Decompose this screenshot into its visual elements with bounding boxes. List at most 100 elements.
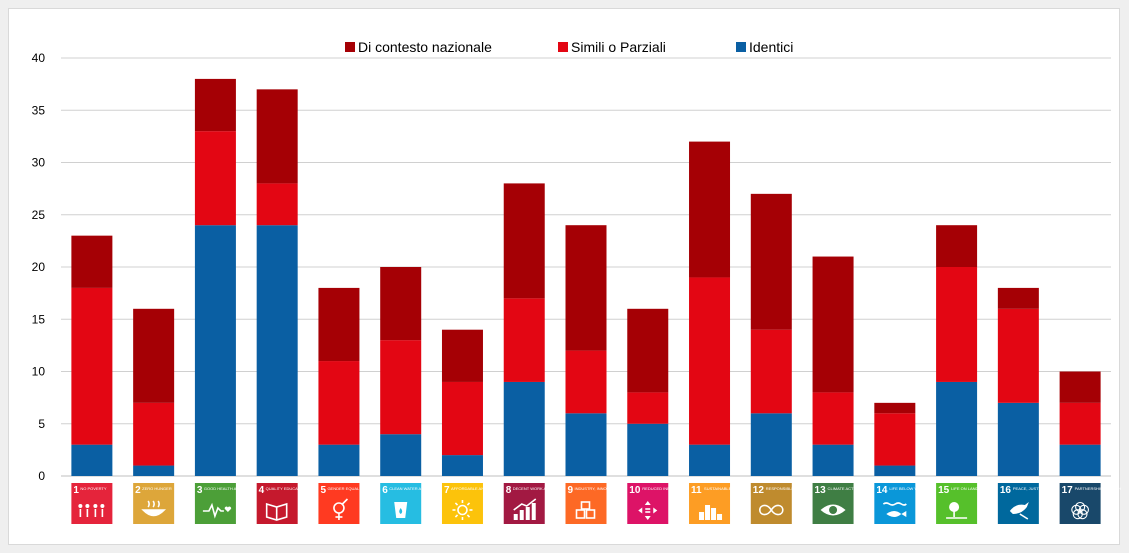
- sdg-number: 3: [197, 485, 203, 496]
- sdg-caption: ZERO HUNGER: [142, 486, 172, 491]
- gender-icon: [333, 498, 349, 520]
- bar-segment: [627, 392, 669, 424]
- city-icon: [699, 505, 723, 520]
- legend-swatch: [736, 42, 746, 52]
- bar-segment: [318, 444, 360, 476]
- legend-label: Simili o Parziali: [571, 39, 666, 55]
- sdg-caption: GENDER EQUALITY: [327, 486, 365, 491]
- sdg-number: 9: [568, 485, 574, 496]
- sdg-caption: GOOD HEALTH AND WELL-BEING: [204, 486, 268, 491]
- bar-segment: [689, 444, 731, 476]
- bar-segment: [133, 402, 175, 466]
- bar-segment: [812, 444, 854, 476]
- water-icon: [394, 502, 408, 518]
- sdg-tile: 4 QUALITY EDUCATION: [256, 483, 308, 524]
- sdg-tile: 10 REDUCED INEQUALITIES: [627, 483, 691, 524]
- sdg-tile: 6 CLEAN WATER AND SANITATION: [380, 483, 452, 524]
- legend-label: Di contesto nazionale: [358, 39, 492, 55]
- sdg-tile: 8 DECENT WORK AND ECONOMIC GROWTH: [503, 483, 595, 524]
- bar-segment: [194, 78, 236, 132]
- sdg-number: 11: [691, 485, 702, 496]
- sdg-tile: 16 PEACE, JUSTICE AND STRONG INSTITUTIONS: [997, 483, 1102, 524]
- bar-segment: [565, 413, 607, 476]
- bar-segment: [503, 183, 545, 299]
- sdg-tile: 11 SUSTAINABLE CITIES AND COMMUNITIES: [689, 483, 785, 524]
- sdg-caption: QUALITY EDUCATION: [266, 486, 308, 491]
- sdg-caption: INDUSTRY, INNOVATION AND INFRASTRUCTURE: [575, 486, 669, 491]
- sdg-number: 4: [259, 485, 265, 496]
- chart-frame: 0 5 10 15 20 25 30 35 40 Di contesto nazionale Si…: [8, 8, 1121, 545]
- bar-segment: [318, 361, 360, 445]
- bar-segment: [874, 413, 916, 466]
- sdg-tile-bg: [194, 483, 236, 524]
- bar-segment: [1059, 402, 1101, 445]
- sdg-number: 14: [876, 485, 888, 496]
- sdg-number: 7: [444, 485, 450, 496]
- sdg-tile-bg: [812, 483, 854, 524]
- legend-swatch: [345, 42, 355, 52]
- bar-segment: [627, 423, 669, 476]
- bar-segment: [503, 298, 545, 382]
- sdg-caption: PARTNERSHIPS FOR THE GOALS: [1075, 486, 1121, 491]
- sdg-tile: 14 LIFE BELOW WATER: [874, 483, 929, 524]
- bar-segment: [936, 225, 978, 267]
- legend-label: Identici: [749, 39, 793, 55]
- bar-segment: [194, 225, 236, 476]
- dove-icon: [1009, 502, 1029, 520]
- bar-segment: [441, 329, 483, 382]
- bar-segment: [380, 340, 422, 435]
- y-tick-label: 25: [32, 208, 46, 222]
- y-tick-label: 0: [38, 469, 45, 483]
- sdg-tile-bg: [750, 483, 792, 524]
- sdg-number: 17: [1062, 485, 1074, 496]
- y-tick-label: 40: [32, 51, 46, 65]
- sdg-caption: LIFE BELOW WATER: [889, 486, 928, 491]
- y-tick-label: 35: [32, 103, 46, 117]
- sdg-caption: NO POVERTY: [80, 486, 106, 491]
- rings-icon: [1071, 501, 1089, 520]
- bar-segment: [256, 89, 298, 184]
- y-tick-label: 30: [32, 156, 46, 170]
- eye-icon: [820, 504, 846, 516]
- sdg-number: 15: [938, 485, 950, 496]
- sdg-number: 5: [320, 485, 326, 496]
- sdg-tile: 2 ZERO HUNGER: [133, 483, 175, 524]
- sdg-caption: REDUCED INEQUALITIES: [642, 486, 691, 491]
- bar-segment: [318, 287, 360, 362]
- sdg-caption: LIFE ON LAND: [951, 486, 978, 491]
- sdg-number: 6: [382, 485, 388, 496]
- bar-segment: [997, 402, 1039, 476]
- heartbeat-icon: [202, 502, 232, 519]
- family-icon: [78, 504, 105, 517]
- sdg-number: 10: [629, 485, 641, 496]
- bar-segment: [689, 277, 731, 445]
- bar-segment: [812, 256, 854, 393]
- bar-segment: [441, 455, 483, 476]
- y-tick-label: 10: [32, 365, 46, 379]
- sdg-caption: DECENT WORK AND ECONOMIC GROWTH: [513, 486, 595, 491]
- legend-swatch: [558, 42, 568, 52]
- sdg-number: 2: [135, 485, 141, 496]
- sdg-icon-row: 1 NO POVERTY 2 ZERO HUNGER 3 GOOD HEALTH AND …: [71, 483, 1121, 524]
- sdg-number: 16: [1000, 485, 1012, 496]
- y-tick-label: 5: [38, 417, 45, 431]
- sun-icon: [452, 500, 473, 520]
- sdg-number: 1: [73, 485, 79, 496]
- sdg-caption: CLIMATE ACTION: [828, 486, 861, 491]
- sdg-tile: 5 GENDER EQUALITY: [318, 483, 366, 524]
- bar-segment: [71, 444, 113, 476]
- sdg-tile-bg: [997, 483, 1039, 524]
- bar-segment: [565, 225, 607, 351]
- bar-segment: [1059, 371, 1101, 403]
- sdg-number: 8: [506, 485, 512, 496]
- bar-segment: [1059, 444, 1101, 476]
- sdg-tile-bg: [503, 483, 545, 524]
- bar-segment: [874, 465, 916, 476]
- bar-segment: [936, 267, 978, 382]
- sdg-caption: SUSTAINABLE CITIES AND COMMUNITIES: [704, 486, 784, 491]
- sdg-tile: 7 AFFORDABLE AND CLEAN ENERGY: [441, 483, 520, 524]
- bar-segment: [503, 381, 545, 476]
- bar-segment: [689, 141, 731, 278]
- bar-segment: [565, 350, 607, 414]
